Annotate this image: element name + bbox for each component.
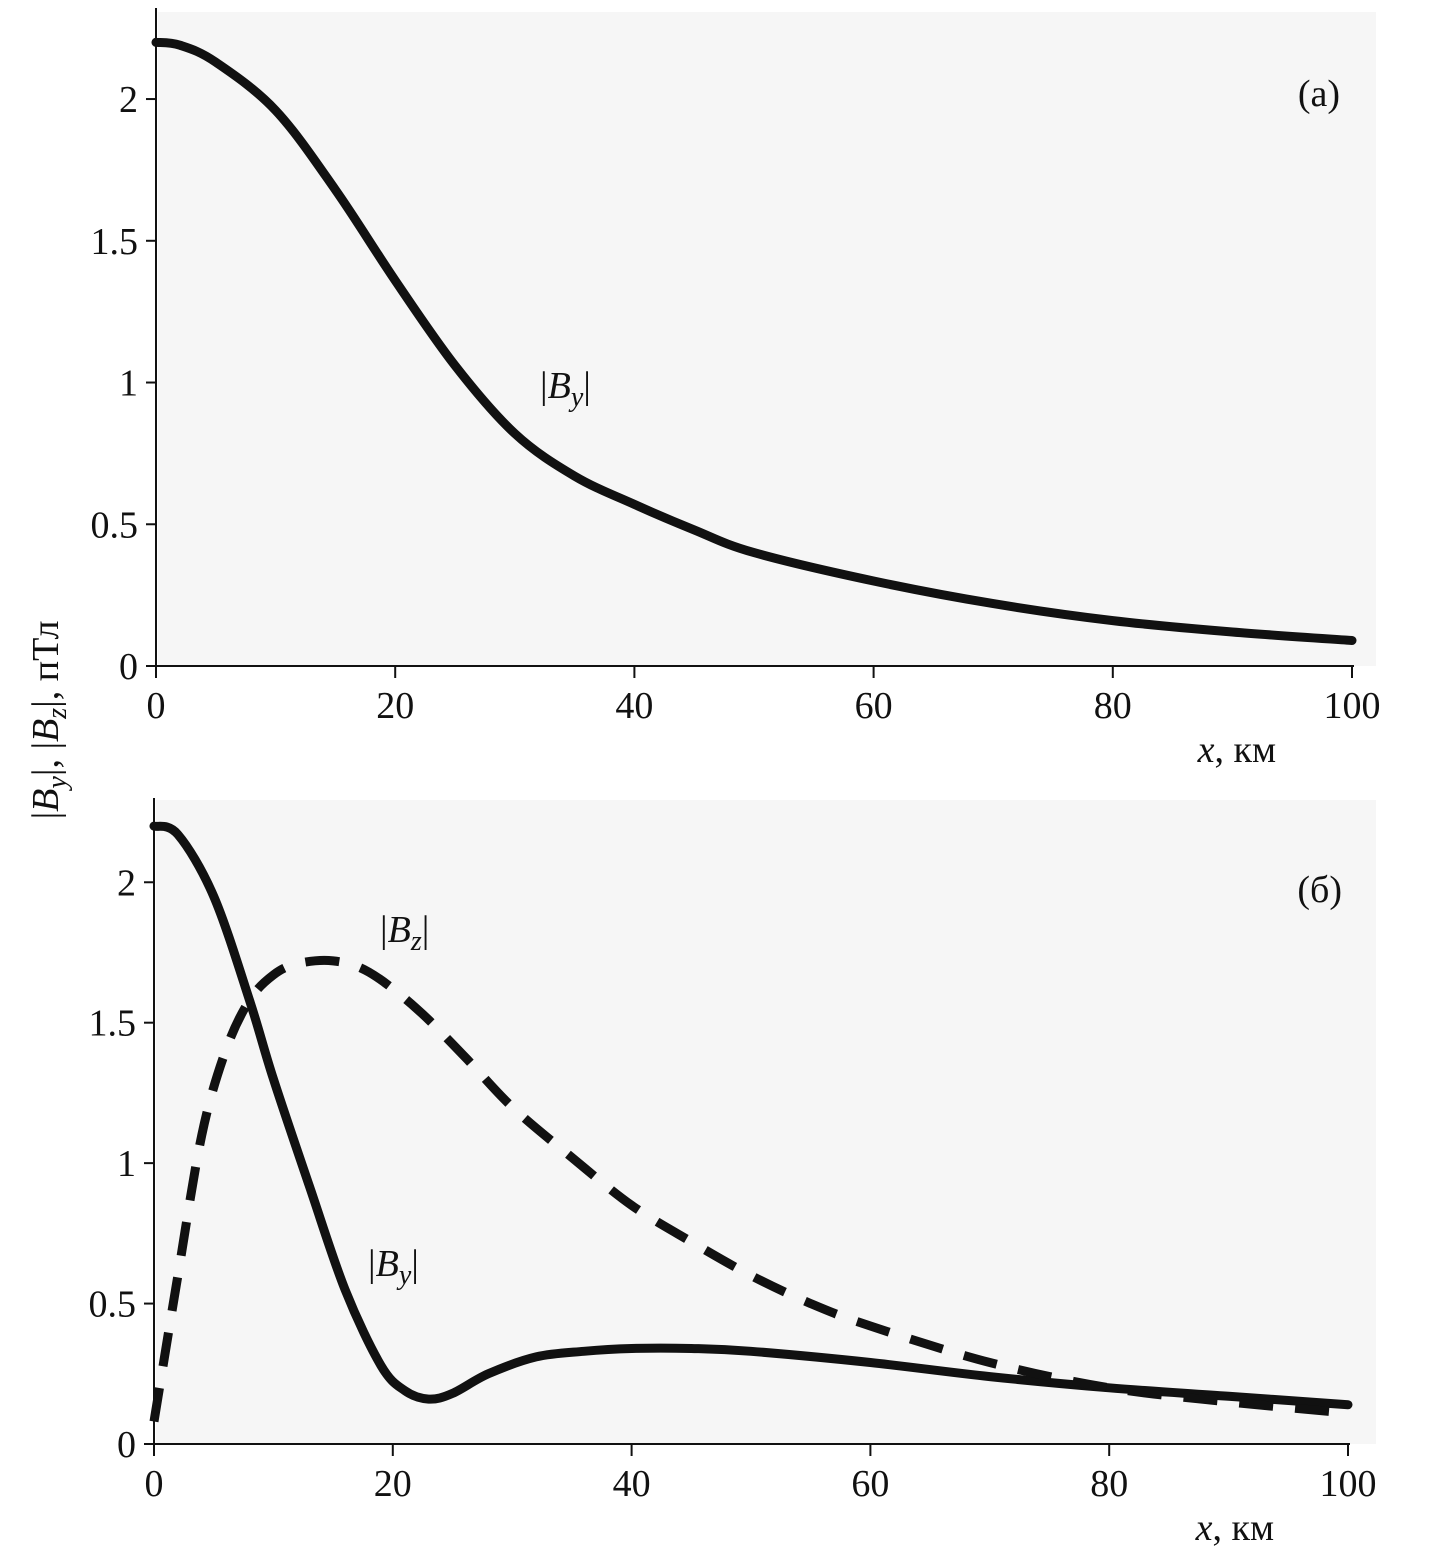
x-tick-label: 0 (147, 685, 166, 727)
x-tick-label: 60 (855, 685, 893, 727)
x-tick-label: 80 (1094, 685, 1132, 727)
y-tick-label: 1.5 (91, 221, 139, 263)
series-label-bz: |Bz| (380, 909, 429, 957)
x-tick-label: 60 (851, 1463, 889, 1505)
x-axis-title-part: , км (1212, 1507, 1274, 1549)
y-axis-title: |By|, |Bz|, пТл (25, 621, 73, 820)
y-axis-title-part: | (25, 812, 67, 820)
series-label-part: B (388, 909, 411, 951)
y-tick-label: 1 (117, 1143, 136, 1185)
series-layer (149, 821, 1353, 1423)
plot-background (158, 12, 1376, 666)
series-label-part: | (411, 1243, 419, 1285)
y-tick-label: 0.5 (91, 504, 139, 546)
series-layer (151, 37, 1357, 645)
panel-b: 0 20 40 60 80 100 00.511.52 (б) |Bz| |By| x, … (89, 798, 1377, 1549)
y-axis-title-part: B (25, 719, 67, 742)
series-label-part: z (410, 926, 422, 957)
x-ticks: 0 20 40 60 80 100 (147, 666, 1381, 727)
x-axis-title-part: x (1197, 729, 1215, 771)
y-axis-title-part: |, пТл (25, 621, 67, 708)
series-label-part: | (368, 1243, 376, 1285)
y-tick-label: 0.5 (89, 1284, 137, 1326)
y-axis-title-part: z (42, 708, 73, 720)
series-label-part: | (380, 909, 388, 951)
x-tick-label: 80 (1090, 1463, 1128, 1505)
x-tick-label: 0 (145, 1463, 164, 1505)
series-label-part: y (568, 382, 584, 413)
series-label-part: B (376, 1243, 399, 1285)
panel-a: 0 20 40 60 80 100 00.511.52 (а) |By| x, км (91, 8, 1381, 771)
x-tick-label: 100 (1320, 1463, 1377, 1505)
y-axis-title-part: B (25, 789, 67, 812)
x-axis-title: x, км (1197, 729, 1276, 771)
series-label-part: B (548, 365, 571, 407)
series-label-part: | (540, 365, 548, 407)
y-tick-label: 1.5 (89, 1003, 137, 1045)
panel-label: (б) (1297, 869, 1342, 911)
series-label-by: |By| (540, 365, 591, 413)
x-axis-title-part: , км (1214, 729, 1276, 771)
y-tick-label: 2 (119, 79, 138, 121)
y-tick-label: 2 (117, 862, 136, 904)
x-tick-label: 20 (374, 1463, 412, 1505)
series-label-by: |By| (368, 1243, 419, 1291)
y-ticks: 0 0.5 1 1.5 2 (91, 79, 156, 688)
x-tick-label: 40 (615, 685, 653, 727)
series-label-part: y (396, 1260, 412, 1291)
y-axis-title-part: y (42, 776, 73, 792)
panel-label: (а) (1298, 73, 1340, 115)
x-ticks: 0 20 40 60 80 100 (145, 1444, 1377, 1505)
x-axis-title: x, км (1195, 1507, 1274, 1549)
y-tick-label: 0 (117, 1424, 136, 1466)
series-bz-line (149, 955, 1349, 1423)
plot-background (156, 800, 1376, 1444)
series-label-part: | (422, 909, 430, 951)
x-axis-title-part: x (1195, 1507, 1213, 1549)
x-tick-label: 40 (613, 1463, 651, 1505)
series-by-line (151, 37, 1357, 645)
y-tick-label: 1 (119, 363, 138, 405)
series-by-line (149, 821, 1353, 1410)
x-tick-label: 100 (1324, 685, 1381, 727)
y-axis-title-part: |, | (25, 742, 67, 776)
x-tick-label: 20 (376, 685, 414, 727)
y-tick-label: 0 (119, 646, 138, 688)
series-label-part: | (583, 365, 591, 407)
y-ticks: 0 0.5 1 1.5 2 (89, 862, 154, 1466)
